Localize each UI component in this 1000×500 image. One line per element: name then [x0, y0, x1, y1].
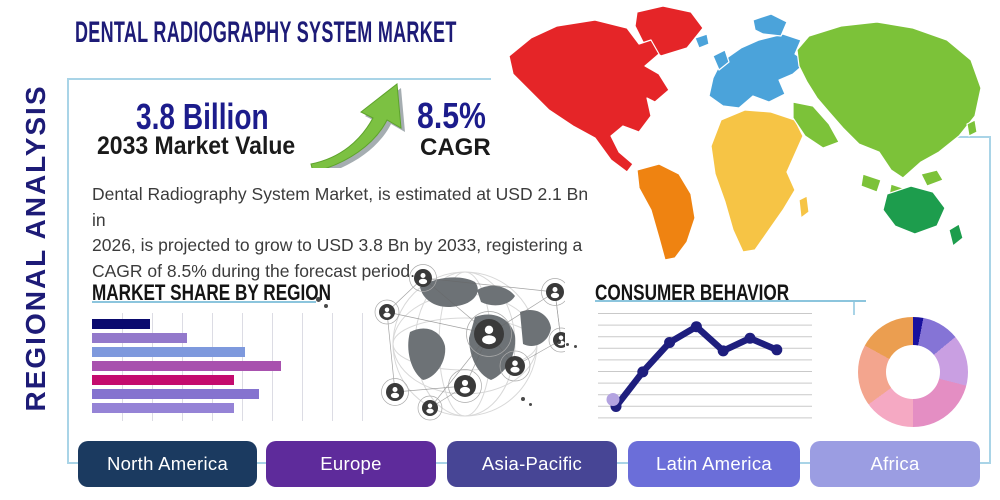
bar-segment — [92, 375, 234, 385]
cagr-caption: CAGR — [420, 134, 491, 161]
cagr-stat: 8.5% — [417, 95, 486, 136]
decor-dot — [574, 345, 577, 348]
donut-hole — [886, 345, 940, 399]
map-africa — [710, 109, 810, 253]
market-share-heading: MARKET SHARE BY REGION — [92, 280, 331, 305]
network-nodes — [374, 264, 565, 421]
bar-chart-gridline — [302, 313, 303, 421]
frame-left-border — [67, 78, 69, 464]
bar-segment — [92, 319, 151, 329]
description-line: 2026, is projected to grow to USD 3.8 Bn… — [92, 235, 583, 255]
map-north-america — [508, 19, 670, 173]
decor-dot — [521, 397, 525, 401]
market-share-underline — [92, 301, 316, 303]
bar-chart-gridline — [362, 313, 363, 421]
market-description: Dental Radiography System Market, is est… — [92, 182, 602, 284]
decor-dot — [324, 304, 328, 308]
world-map — [508, 5, 982, 261]
map-asia — [792, 21, 982, 201]
decor-dot — [557, 340, 561, 344]
bar-segment — [92, 361, 282, 371]
map-europe — [694, 13, 808, 109]
consumer-behavior-heading: CONSUMER BEHAVIOR — [595, 280, 790, 305]
market-value-stat: 3.8 Billion — [136, 96, 269, 137]
donut-divider-tick — [853, 300, 855, 315]
frame-top-border — [67, 78, 491, 80]
bar-segment — [92, 389, 259, 399]
growth-arrow-icon — [310, 83, 405, 168]
consumer-behavior-line-chart — [598, 313, 812, 419]
regional-donut-chart — [858, 317, 968, 427]
description-line: CAGR of 8.5% during the forecast period. — [92, 260, 415, 281]
map-south-america — [636, 163, 696, 261]
frame-right-border — [989, 136, 991, 464]
region-button-latin-america[interactable]: Latin America — [628, 441, 800, 487]
bar-segment — [92, 333, 187, 343]
bar-segment — [92, 347, 245, 357]
decor-dot — [529, 403, 532, 406]
description-line: Dental Radiography System Market, is est… — [92, 184, 589, 230]
region-button-asia-pacific[interactable]: Asia-Pacific — [447, 441, 617, 487]
sidebar-vertical-label: REGIONAL ANALYSIS — [20, 84, 51, 412]
market-share-bar-chart — [92, 313, 372, 421]
region-button-north-america[interactable]: North America — [78, 441, 257, 487]
page-title: DENTAL RADIOGRAPHY SYSTEM MARKET — [75, 16, 457, 49]
bar-segment — [92, 403, 234, 413]
bar-chart-gridline — [332, 313, 333, 421]
decor-dot — [316, 297, 321, 302]
map-australia — [882, 185, 964, 247]
consumer-behavior-underline — [595, 300, 866, 302]
region-button-europe[interactable]: Europe — [266, 441, 436, 487]
global-network-illustration — [374, 264, 565, 421]
decor-dot — [566, 343, 569, 346]
region-button-africa[interactable]: Africa — [810, 441, 980, 487]
market-value-caption: 2033 Market Value — [97, 132, 296, 160]
frame-top-right-stub — [948, 136, 990, 138]
